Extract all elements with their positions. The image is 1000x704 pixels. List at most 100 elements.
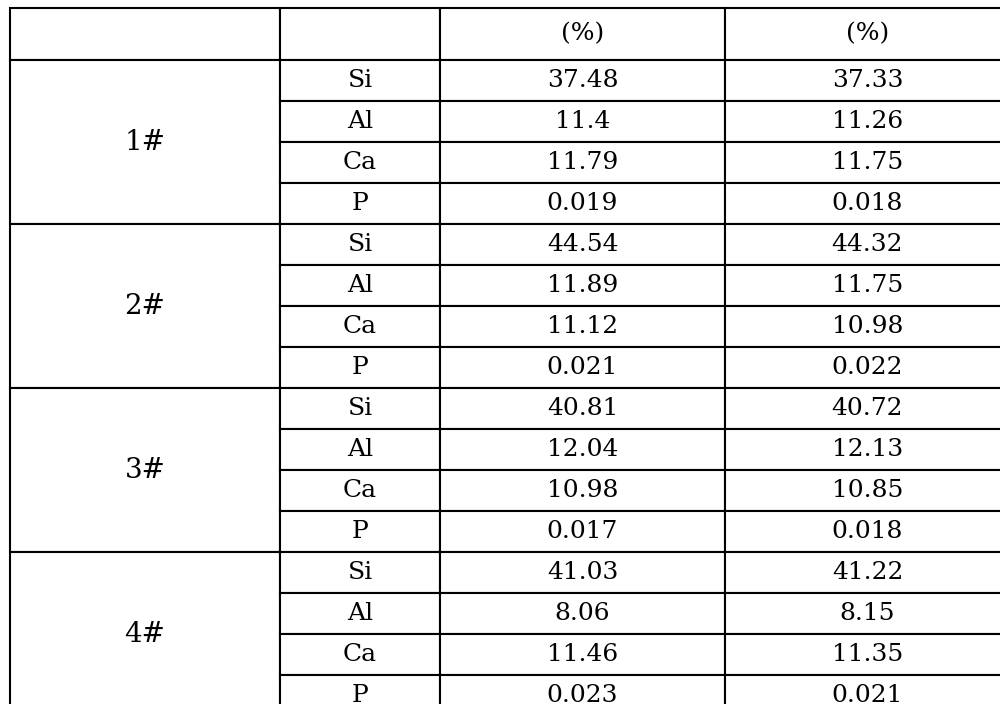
Text: 8.06: 8.06: [555, 602, 610, 625]
Text: 10.98: 10.98: [832, 315, 903, 338]
Bar: [280, 142, 440, 183]
Text: 0.018: 0.018: [832, 192, 903, 215]
Text: 8.15: 8.15: [840, 602, 895, 625]
Text: 1#: 1#: [124, 129, 166, 156]
Text: Al: Al: [347, 438, 373, 461]
Bar: [725, 183, 1000, 224]
Text: Ca: Ca: [343, 315, 377, 338]
Bar: [440, 224, 725, 265]
Text: 0.022: 0.022: [832, 356, 903, 379]
Bar: [440, 265, 725, 306]
Bar: [440, 470, 725, 511]
Bar: [725, 552, 1000, 593]
Bar: [440, 429, 725, 470]
Text: 0.018: 0.018: [832, 520, 903, 543]
Text: 11.89: 11.89: [547, 274, 618, 297]
Bar: [280, 265, 440, 306]
Text: 12.04: 12.04: [547, 438, 618, 461]
Bar: [440, 306, 725, 347]
Text: 11.26: 11.26: [832, 110, 903, 133]
Text: 0.023: 0.023: [547, 684, 618, 704]
Bar: [440, 634, 725, 675]
Bar: [440, 388, 725, 429]
Text: 37.48: 37.48: [547, 69, 618, 92]
Bar: [725, 470, 1000, 511]
Text: 11.75: 11.75: [832, 151, 903, 174]
Bar: [725, 347, 1000, 388]
Text: P: P: [352, 356, 368, 379]
Text: 44.54: 44.54: [547, 233, 618, 256]
Bar: [280, 183, 440, 224]
Bar: [725, 265, 1000, 306]
Text: 0.017: 0.017: [547, 520, 618, 543]
Bar: [440, 60, 725, 101]
Text: 40.81: 40.81: [547, 397, 618, 420]
Text: 4#: 4#: [125, 620, 165, 648]
Text: 11.75: 11.75: [832, 274, 903, 297]
Text: Al: Al: [347, 602, 373, 625]
Bar: [280, 429, 440, 470]
Text: 37.33: 37.33: [832, 69, 903, 92]
Text: 10.98: 10.98: [547, 479, 618, 502]
Text: Ca: Ca: [343, 479, 377, 502]
Text: P: P: [352, 520, 368, 543]
Bar: [440, 511, 725, 552]
Bar: [440, 347, 725, 388]
Text: 44.32: 44.32: [832, 233, 903, 256]
Bar: [725, 101, 1000, 142]
Bar: [280, 8, 440, 60]
Text: Si: Si: [347, 69, 373, 92]
Text: Si: Si: [347, 397, 373, 420]
Text: 41.22: 41.22: [832, 561, 903, 584]
Bar: [725, 8, 1000, 60]
Text: 3#: 3#: [125, 456, 165, 484]
Bar: [10, 224, 280, 388]
Text: Al: Al: [347, 110, 373, 133]
Bar: [440, 101, 725, 142]
Text: P: P: [352, 192, 368, 215]
Text: 11.12: 11.12: [547, 315, 618, 338]
Bar: [725, 388, 1000, 429]
Bar: [280, 675, 440, 704]
Text: 12.13: 12.13: [832, 438, 903, 461]
Bar: [440, 8, 725, 60]
Bar: [725, 511, 1000, 552]
Bar: [725, 224, 1000, 265]
Bar: [10, 8, 280, 60]
Text: (%): (%): [846, 23, 889, 46]
Text: 40.72: 40.72: [832, 397, 903, 420]
Text: 11.79: 11.79: [547, 151, 618, 174]
Bar: [440, 675, 725, 704]
Bar: [10, 388, 280, 552]
Bar: [725, 429, 1000, 470]
Bar: [10, 60, 280, 224]
Bar: [280, 224, 440, 265]
Bar: [280, 347, 440, 388]
Bar: [280, 101, 440, 142]
Text: Si: Si: [347, 233, 373, 256]
Bar: [280, 593, 440, 634]
Text: Si: Si: [347, 561, 373, 584]
Bar: [440, 552, 725, 593]
Text: 11.35: 11.35: [832, 643, 903, 666]
Bar: [725, 593, 1000, 634]
Text: Ca: Ca: [343, 643, 377, 666]
Bar: [280, 60, 440, 101]
Bar: [10, 552, 280, 704]
Text: (%): (%): [561, 23, 604, 46]
Bar: [725, 675, 1000, 704]
Bar: [280, 511, 440, 552]
Text: 0.021: 0.021: [547, 356, 618, 379]
Text: 11.4: 11.4: [555, 110, 610, 133]
Bar: [280, 552, 440, 593]
Text: 11.46: 11.46: [547, 643, 618, 666]
Text: 0.019: 0.019: [547, 192, 618, 215]
Text: 10.85: 10.85: [832, 479, 903, 502]
Text: P: P: [352, 684, 368, 704]
Bar: [725, 142, 1000, 183]
Bar: [725, 306, 1000, 347]
Bar: [725, 60, 1000, 101]
Bar: [280, 388, 440, 429]
Text: Ca: Ca: [343, 151, 377, 174]
Bar: [280, 470, 440, 511]
